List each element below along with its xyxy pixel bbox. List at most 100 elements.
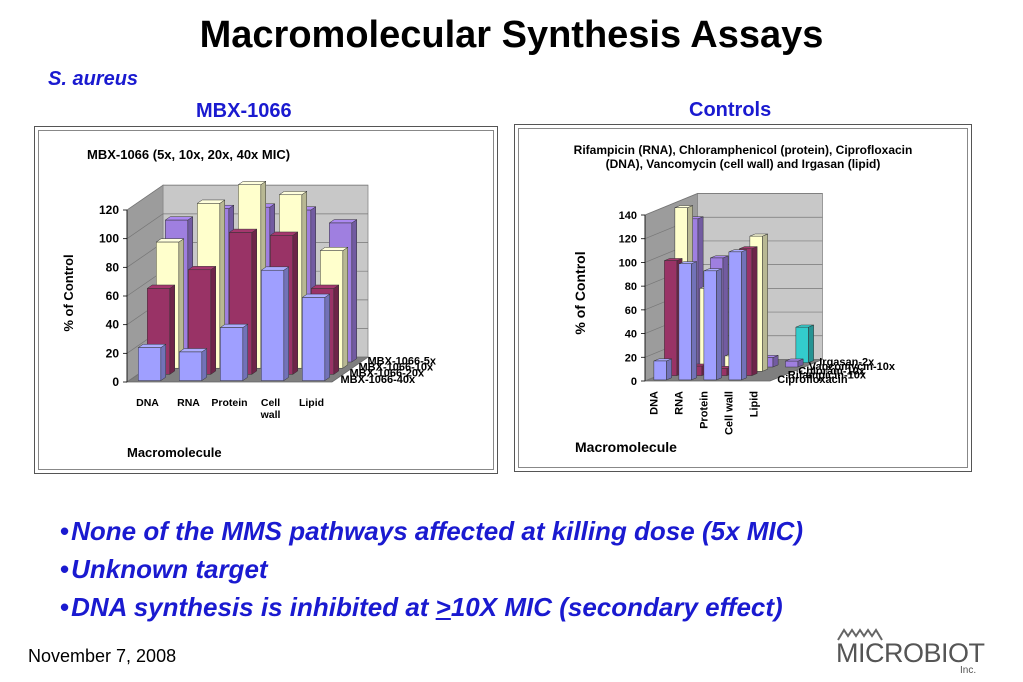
bar-front [261, 269, 285, 381]
logo-wave-icon [837, 628, 883, 641]
bar-top [301, 293, 331, 298]
x-tick-label: RNA [674, 391, 686, 415]
series-label: MBX-1066-5x [368, 355, 437, 367]
series-label: Rifampicin-10x [788, 370, 867, 382]
y-tick-label: 0 [112, 375, 119, 389]
mbx-1066-chart-frame: MBX-1066 (5x, 10x, 20x, 40x MIC) 0 20 40 60 8… [34, 126, 498, 474]
bar-top [178, 348, 208, 353]
y-tick-label: 120 [99, 203, 119, 217]
bar-side [242, 323, 248, 382]
gridline [126, 184, 368, 211]
bar [653, 358, 672, 381]
x-tick-label: DNA [136, 397, 159, 409]
bar-front [138, 347, 162, 381]
bar [703, 268, 722, 381]
slide-title: Macromolecular Synthesis Assays [199, 14, 824, 56]
bar-side [722, 255, 729, 368]
bar-top [278, 191, 308, 196]
bullet-text: Unknown target [71, 554, 268, 584]
bar-side [808, 324, 814, 364]
y-tick-label: 60 [625, 305, 637, 317]
bar-top [219, 323, 249, 328]
y-tick-label: 100 [99, 232, 119, 246]
x-tick-label: Lipid [299, 397, 324, 409]
y-axis-title: % of Control [61, 254, 76, 331]
bullet-item: •None of the MMS pathways affected at ki… [60, 512, 803, 550]
bullet-list: •None of the MMS pathways affected at ki… [60, 512, 803, 626]
bar-top [164, 216, 194, 221]
chart-title: (DNA), Vancomycin (cell wall) and Irgasa… [606, 157, 881, 171]
x-axis-title: Macromolecule [575, 439, 677, 455]
x-tick-label: RNA [177, 397, 200, 409]
bar-side [283, 266, 289, 382]
y-tick-label: 80 [106, 260, 120, 274]
microbiotix-logo-mark: MICROBIOTIX Inc. [836, 628, 1010, 676]
bar-side [716, 268, 722, 381]
y-axis-title: % of Control [572, 251, 588, 334]
y-tick-label: 20 [625, 352, 637, 364]
bar-top [310, 284, 340, 289]
bar-top [328, 219, 358, 224]
bar-side [292, 231, 298, 375]
slide-date: November 7, 2008 [28, 646, 177, 666]
right-panel-heading: Controls [689, 99, 772, 121]
bar-front [653, 360, 667, 381]
bullet-item: •DNA synthesis is inhibited at >10X MIC … [60, 588, 803, 626]
bar [795, 324, 814, 364]
bar [728, 249, 747, 381]
bullet-item: •Unknown target [60, 550, 803, 588]
x-tick-label: DNA [649, 391, 661, 415]
series-label: Ciprofloxacin [777, 374, 848, 386]
bar [678, 261, 697, 381]
bar-top [146, 284, 176, 289]
bullet-dot: • [60, 516, 70, 546]
x-tick-label: Cell [261, 397, 280, 409]
y-tick-label: 140 [619, 210, 637, 222]
bar-front [664, 260, 678, 376]
bar-side [210, 265, 216, 375]
bullet-dot: • [60, 592, 70, 622]
y-tick-label: 0 [631, 376, 637, 388]
bar-side [762, 233, 768, 372]
x-tick-label: Lipid [749, 391, 761, 417]
y-tick-label: 40 [625, 329, 637, 341]
bar [187, 265, 217, 375]
bullet-text: DNA synthesis is inhibited at [71, 592, 436, 622]
microbiotix-logo: MICROBIOTIX Inc. [836, 626, 1010, 679]
y-tick-label: 100 [619, 257, 637, 269]
x-tick-label: wall [260, 409, 281, 421]
mbx-1066-chart: MBX-1066 (5x, 10x, 20x, 40x MIC) 0 20 40 60 8… [61, 147, 437, 460]
bar-side [691, 261, 697, 381]
bar-top [260, 266, 290, 271]
bar-side [178, 238, 184, 369]
bar [219, 323, 249, 382]
series-label: MBX-1066-40x [341, 374, 416, 386]
logo-wordmark: MICROBIOTIX [836, 638, 986, 668]
organism-label: S. aureus [48, 68, 139, 90]
bar-side [666, 358, 672, 381]
bar-top [155, 238, 185, 243]
bar [178, 348, 208, 382]
controls-chart: Rifampicin (RNA), Chloramphenicol (prote… [572, 143, 912, 455]
bar-front [302, 297, 326, 381]
bar-side [351, 219, 357, 363]
bullet-dot: • [60, 554, 70, 584]
y-tick-label: 80 [625, 281, 637, 293]
series-label: Vancomycin-10x [809, 361, 896, 373]
bar-top [269, 231, 299, 236]
x-axis-title: Macromolecule [127, 445, 222, 460]
bar-front [728, 251, 742, 381]
x-tick-label: Protein [699, 391, 711, 429]
bar-side [160, 343, 166, 382]
series-label: MBX-1066-10x [359, 362, 434, 374]
controls-chart-frame: Rifampicin (RNA), Chloramphenicol (prote… [514, 124, 972, 472]
bar [785, 358, 804, 368]
x-tick-label: Cell wall [724, 391, 736, 435]
left-panel-heading: MBX-1066 [196, 100, 292, 122]
bar-front [179, 351, 203, 381]
bar-side [333, 284, 339, 375]
bar-top [237, 181, 267, 185]
series-label: Irgasan-2x [819, 357, 875, 369]
bar-side [324, 293, 330, 382]
bar-side [741, 249, 747, 381]
